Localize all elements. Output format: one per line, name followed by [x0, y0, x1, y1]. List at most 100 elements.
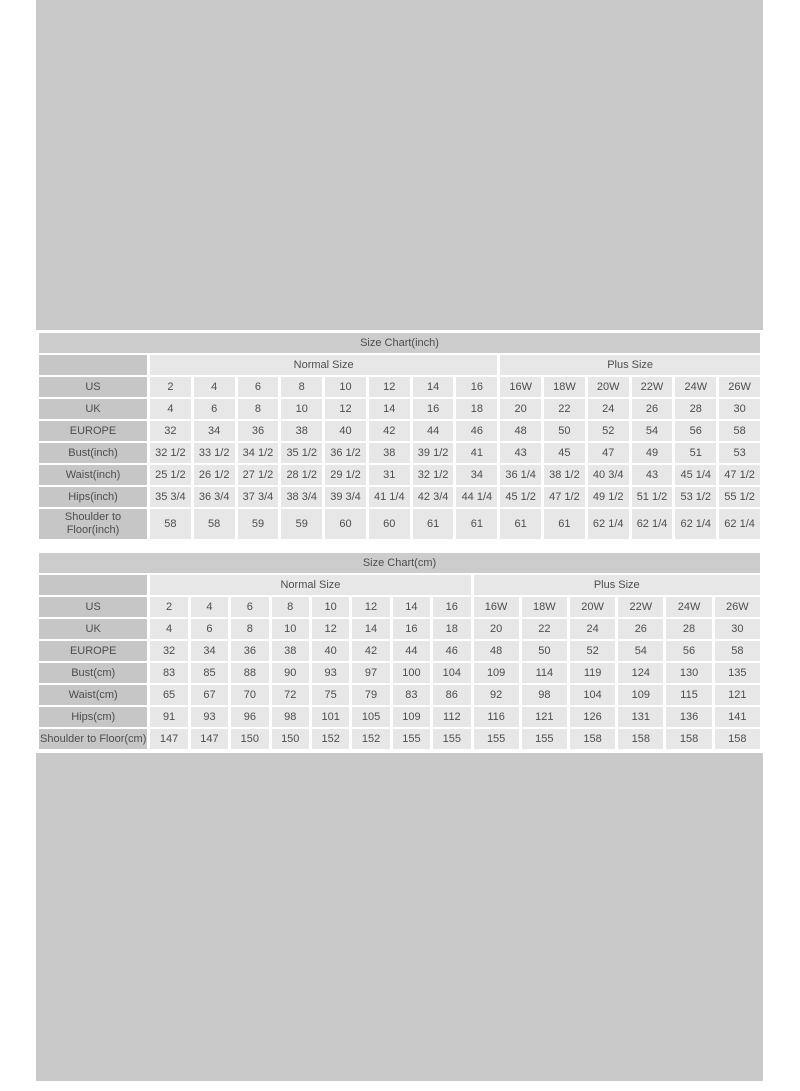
size-value-cell: 38 3/4	[281, 487, 323, 507]
size-value-cell: 24W	[675, 377, 717, 397]
size-value-cell: 16W	[473, 597, 519, 617]
size-value-cell: 14	[368, 399, 410, 419]
size-value-cell: 45 1/4	[675, 465, 717, 485]
size-value-cell: 131	[618, 707, 664, 727]
size-value-cell: 49 1/2	[587, 487, 629, 507]
size-value-cell: 53 1/2	[675, 487, 717, 507]
plus-size-header: Plus Size	[500, 355, 760, 375]
size-value-cell: 46	[456, 421, 498, 441]
size-value-cell: 22	[521, 619, 567, 639]
size-value-cell: 16W	[500, 377, 542, 397]
size-value-cell: 26 1/2	[193, 465, 235, 485]
size-value-cell: 18W	[521, 597, 567, 617]
size-value-cell: 88	[231, 663, 269, 683]
size-row: EUROPE 32 34 36 38 40 42 44 46 48 50 52 54 56 58	[39, 421, 760, 441]
size-value-cell: 32	[150, 421, 191, 441]
size-value-cell: 98	[521, 685, 567, 705]
size-value-cell: 51 1/2	[631, 487, 673, 507]
size-value-cell: 20	[473, 619, 519, 639]
size-value-cell: 26W	[719, 377, 760, 397]
size-value-cell: 35 1/2	[281, 443, 323, 463]
size-value-cell: 4	[190, 597, 229, 617]
size-row: Shoulder to Floor(inch) 58 58 59 59 60 60 61 61 6…	[39, 509, 760, 539]
size-value-cell: 10	[325, 377, 366, 397]
size-value-cell: 41 1/4	[368, 487, 410, 507]
size-value-cell: 155	[521, 729, 567, 749]
size-value-cell: 59	[237, 509, 279, 539]
table-title-row: Size Chart(inch)	[39, 333, 760, 353]
size-value-cell: 48	[473, 641, 519, 661]
size-value-cell: 6	[237, 377, 279, 397]
size-value-cell: 27 1/2	[237, 465, 279, 485]
size-value-cell: 114	[521, 663, 567, 683]
size-row: Waist(cm) 65 67 70 72 75 79 83 86 92 98 104 109 115 12…	[39, 685, 760, 705]
size-value-cell: 34	[456, 465, 498, 485]
size-value-cell: 16	[412, 399, 454, 419]
size-value-cell: 34 1/2	[237, 443, 279, 463]
size-value-cell: 35 3/4	[150, 487, 191, 507]
size-value-cell: 28	[666, 619, 712, 639]
row-label: EUROPE	[39, 421, 147, 441]
size-value-cell: 109	[392, 707, 431, 727]
size-value-cell: 33 1/2	[193, 443, 235, 463]
row-label: UK	[39, 399, 147, 419]
size-value-cell: 12	[368, 377, 410, 397]
size-value-cell: 36	[231, 641, 269, 661]
size-value-cell: 115	[666, 685, 712, 705]
corner-cell	[39, 355, 147, 375]
row-label: US	[39, 377, 147, 397]
size-value-cell: 61	[412, 509, 454, 539]
size-value-cell: 93	[190, 707, 229, 727]
size-value-cell: 31	[368, 465, 410, 485]
size-value-cell: 150	[271, 729, 309, 749]
size-value-cell: 44 1/4	[456, 487, 498, 507]
row-label: Waist(inch)	[39, 465, 147, 485]
size-value-cell: 75	[311, 685, 350, 705]
size-value-cell: 58	[193, 509, 235, 539]
size-value-cell: 109	[473, 663, 519, 683]
size-value-cell: 6	[193, 399, 235, 419]
size-value-cell: 56	[666, 641, 712, 661]
row-label: Shoulder to Floor(inch)	[39, 509, 147, 539]
size-value-cell: 2	[150, 597, 188, 617]
size-value-cell: 30	[714, 619, 760, 639]
size-value-cell: 158	[666, 729, 712, 749]
size-value-cell: 24	[569, 619, 616, 639]
row-label: Bust(cm)	[39, 663, 148, 683]
size-value-cell: 126	[569, 707, 616, 727]
size-value-cell: 36	[237, 421, 279, 441]
size-value-cell: 60	[368, 509, 410, 539]
row-label: UK	[39, 619, 148, 639]
image-placeholder-top	[36, 0, 763, 330]
size-value-cell: 26W	[714, 597, 760, 617]
size-value-cell: 22	[544, 399, 585, 419]
size-value-cell: 18	[456, 399, 498, 419]
size-value-cell: 30	[719, 399, 760, 419]
size-value-cell: 6	[190, 619, 229, 639]
row-label: Shoulder to Floor(cm)	[39, 729, 148, 749]
size-value-cell: 44	[392, 641, 431, 661]
size-value-cell: 12	[311, 619, 350, 639]
size-value-cell: 60	[325, 509, 366, 539]
size-value-cell: 93	[311, 663, 350, 683]
size-row: Shoulder to Floor(cm) 147 147 150 150 152 152 1…	[39, 729, 760, 749]
size-row: EUROPE 32 34 36 38 40 42 44 46 48 50 52 54 56 58	[39, 641, 760, 661]
size-value-cell: 155	[392, 729, 431, 749]
size-value-cell: 47 1/2	[719, 465, 760, 485]
size-value-cell: 121	[714, 685, 760, 705]
size-value-cell: 119	[569, 663, 616, 683]
size-value-cell: 158	[714, 729, 760, 749]
size-value-cell: 24W	[666, 597, 712, 617]
size-value-cell: 43	[631, 465, 673, 485]
size-value-cell: 8	[271, 597, 309, 617]
size-value-cell: 100	[392, 663, 431, 683]
size-value-cell: 22W	[631, 377, 673, 397]
size-value-cell: 8	[237, 399, 279, 419]
table-title: Size Chart(inch)	[39, 333, 760, 353]
size-value-cell: 40	[325, 421, 366, 441]
size-value-cell: 97	[352, 663, 390, 683]
size-value-cell: 29 1/2	[325, 465, 366, 485]
size-value-cell: 18	[433, 619, 471, 639]
size-value-cell: 61	[500, 509, 542, 539]
size-value-cell: 147	[190, 729, 229, 749]
